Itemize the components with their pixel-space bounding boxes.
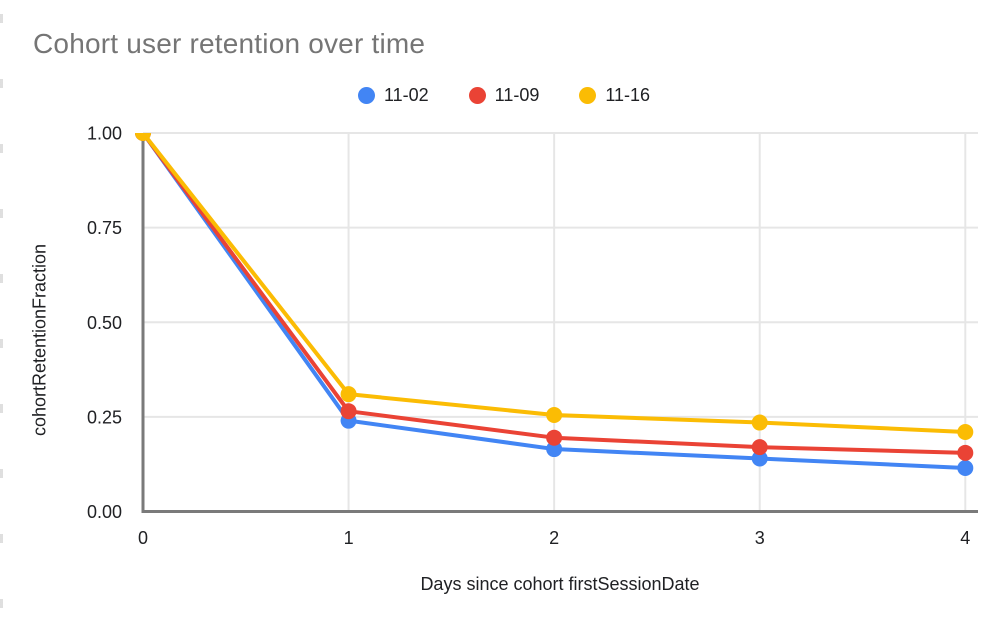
legend-label: 11-02	[383, 85, 429, 105]
y-tick-label-0.25: 0.25	[87, 407, 122, 427]
left-edge-artifacts	[0, 14, 3, 610]
data-point-11-02-day4	[957, 459, 974, 476]
data-point-11-09-day3	[751, 439, 768, 456]
legend-item-11-02[interactable]: 11-02	[357, 85, 429, 106]
legend-label: 11-16	[605, 85, 651, 105]
data-point-11-09-day2	[546, 429, 563, 446]
data-point-11-16-day2	[546, 406, 563, 423]
data-point-11-09-day1	[340, 403, 357, 420]
legend-label: 11-09	[494, 85, 540, 105]
y-tick-label-0.75: 0.75	[87, 218, 122, 238]
x-tick-label-2: 2	[549, 528, 559, 548]
x-axis-title: Days since cohort firstSessionDate	[420, 574, 700, 594]
data-point-11-16-day3	[751, 414, 768, 431]
legend: 11-02 11-09 11-16	[0, 85, 1008, 106]
x-tick-label-4: 4	[960, 528, 970, 548]
series-group	[135, 133, 974, 476]
x-tick-label-0: 0	[138, 528, 148, 548]
legend-dot-11-09	[468, 87, 486, 104]
x-tick-label-3: 3	[755, 528, 765, 548]
y-tick-label-0.00: 0.00	[87, 502, 122, 522]
legend-dot-11-02	[357, 87, 375, 104]
data-point-11-16-day4	[957, 424, 974, 441]
y-tick-label-1.00: 1.00	[87, 124, 122, 144]
data-point-11-02-day3	[751, 450, 768, 467]
legend-item-11-09[interactable]: 11-09	[468, 85, 540, 106]
data-point-11-16-day1	[340, 386, 357, 403]
chart-title: Cohort user retention over time	[33, 28, 426, 59]
legend-dot-11-16	[579, 87, 597, 104]
y-tick-label-0.50: 0.50	[87, 313, 122, 333]
data-point-11-16-day0	[135, 133, 151, 141]
x-tick-label-1: 1	[344, 528, 354, 548]
data-point-11-02-day2	[546, 441, 563, 458]
y-axis-title: cohortRetentionFraction	[29, 243, 50, 437]
data-point-11-09-day4	[957, 444, 974, 461]
legend-item-11-16[interactable]: 11-16	[579, 85, 650, 106]
